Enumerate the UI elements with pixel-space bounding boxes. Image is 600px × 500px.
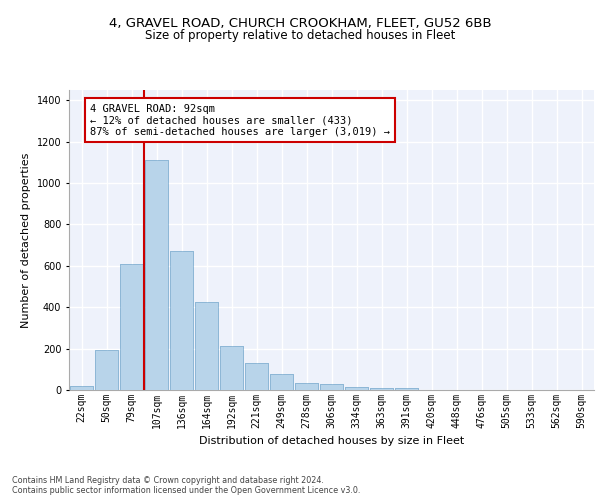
Bar [370, 388, 393, 390]
Bar [70, 386, 93, 390]
Bar [70, 386, 93, 390]
Y-axis label: Number of detached properties: Number of detached properties [21, 152, 31, 328]
Bar [320, 384, 343, 390]
Bar [245, 363, 268, 390]
Bar [345, 387, 368, 390]
Bar [270, 374, 293, 390]
Bar [220, 346, 243, 390]
Bar [145, 160, 168, 390]
Bar [95, 350, 118, 390]
Bar [120, 264, 143, 390]
Bar [295, 383, 318, 390]
Text: Contains HM Land Registry data © Crown copyright and database right 2024.
Contai: Contains HM Land Registry data © Crown c… [12, 476, 361, 495]
Bar [245, 363, 268, 390]
Bar [370, 388, 393, 390]
Bar [195, 302, 218, 390]
Bar [145, 160, 168, 390]
Bar [395, 388, 418, 390]
Text: 4, GRAVEL ROAD, CHURCH CROOKHAM, FLEET, GU52 6BB: 4, GRAVEL ROAD, CHURCH CROOKHAM, FLEET, … [109, 18, 491, 30]
Bar [320, 384, 343, 390]
Bar [170, 252, 193, 390]
Bar [345, 387, 368, 390]
Bar [120, 264, 143, 390]
Bar [270, 374, 293, 390]
Bar [195, 302, 218, 390]
Bar [295, 383, 318, 390]
Bar [95, 350, 118, 390]
X-axis label: Distribution of detached houses by size in Fleet: Distribution of detached houses by size … [199, 436, 464, 446]
Bar [170, 252, 193, 390]
Bar [220, 346, 243, 390]
Text: Size of property relative to detached houses in Fleet: Size of property relative to detached ho… [145, 29, 455, 42]
Text: 4 GRAVEL ROAD: 92sqm
← 12% of detached houses are smaller (433)
87% of semi-deta: 4 GRAVEL ROAD: 92sqm ← 12% of detached h… [90, 104, 390, 136]
Bar [395, 388, 418, 390]
